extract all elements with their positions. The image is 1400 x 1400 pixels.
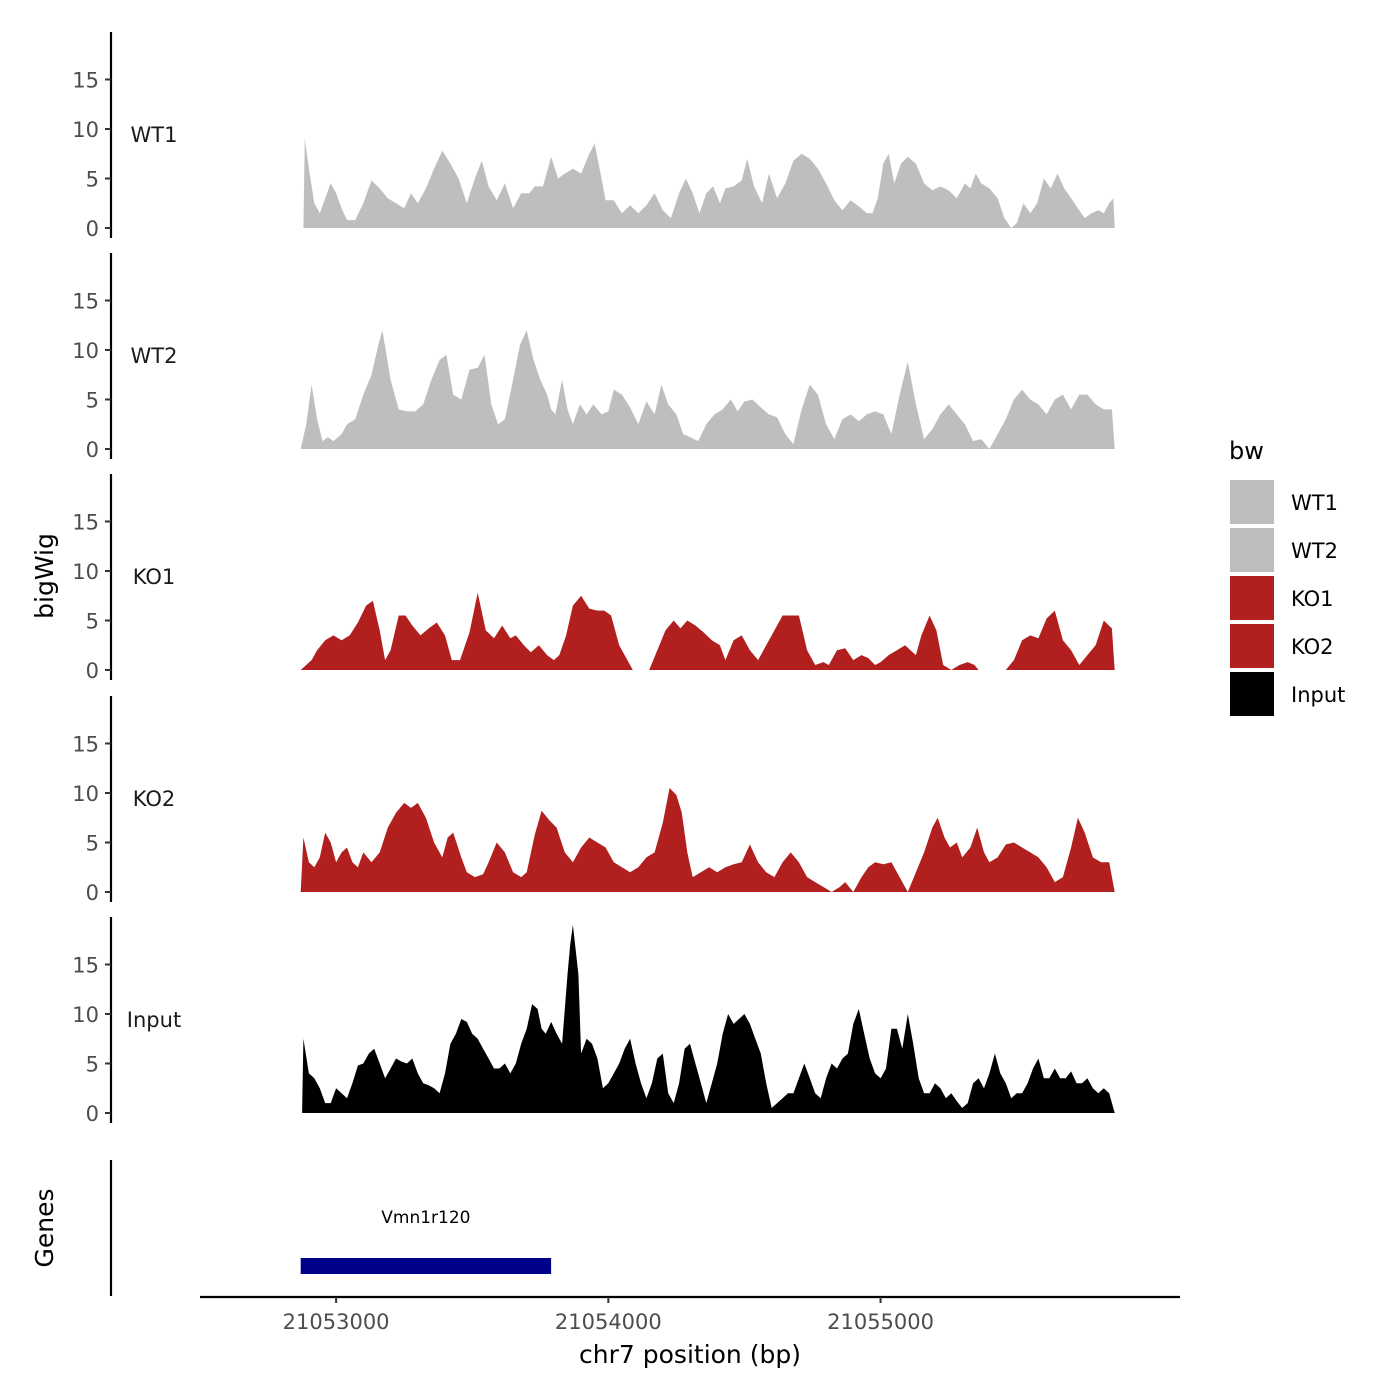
y-tick-label: 15 — [72, 954, 99, 978]
y-tick-label: 15 — [72, 290, 99, 314]
y-tick-label: 15 — [72, 511, 99, 535]
y-tick-label: 10 — [72, 1003, 99, 1027]
y-tick-label: 0 — [86, 1102, 99, 1126]
area-input — [302, 924, 1115, 1113]
genes-panel: Vmn1r120 — [109, 1160, 552, 1296]
y-tick-label: 15 — [72, 69, 99, 93]
legend-swatch-ko2 — [1230, 624, 1274, 668]
legend-swatch-wt1 — [1230, 480, 1274, 524]
legend: bw WT1 WT2 KO1 KO2 Input — [1229, 437, 1345, 716]
genes-axis-title: Genes — [30, 1188, 59, 1267]
track-panels: 0 5 10 15 WT1 0 5 10 15 WT2 0 5 10 15 KO1 0 5 10 15 KO2 0 5 10… — [72, 32, 1115, 1126]
legend-swatch-wt2 — [1230, 528, 1274, 572]
track-label-wt1: WT1 — [131, 123, 178, 147]
legend-label-ko2: KO2 — [1291, 635, 1334, 659]
y-tick-label: 5 — [86, 389, 99, 413]
y-tick-label: 5 — [86, 832, 99, 856]
y-tick-label: 15 — [72, 733, 99, 757]
y-tick-label: 0 — [86, 659, 99, 683]
legend-swatch-input — [1230, 672, 1274, 716]
legend-title: bw — [1229, 437, 1264, 465]
gene-bar — [300, 1258, 552, 1274]
y-tick-label: 0 — [86, 217, 99, 241]
area-ko2 — [300, 788, 1115, 892]
x-axis-title: chr7 position (bp) — [579, 1340, 801, 1369]
legend-label-wt2: WT2 — [1291, 539, 1338, 563]
y-tick-label: 10 — [72, 339, 99, 363]
area-ko1 — [300, 592, 1115, 670]
track-panel-ko2: 0 5 10 15 KO2 — [72, 696, 1115, 905]
legend-label-ko1: KO1 — [1291, 587, 1334, 611]
track-label-ko2: KO2 — [133, 787, 176, 811]
y-axis-title: bigWig — [30, 533, 59, 619]
track-panel-wt2: 0 5 10 15 WT2 — [72, 253, 1115, 462]
track-panel-wt1: 0 5 10 15 WT1 — [72, 32, 1115, 241]
y-tick-label: 10 — [72, 118, 99, 142]
y-tick-label: 10 — [72, 782, 99, 806]
x-tick-label: 21054000 — [555, 1310, 662, 1334]
area-wt2 — [300, 330, 1115, 449]
y-tick-label: 5 — [86, 168, 99, 192]
x-tick-label: 21053000 — [283, 1310, 390, 1334]
legend-label-wt1: WT1 — [1291, 491, 1338, 515]
x-axis: 21053000 21054000 21055000 — [200, 1295, 1180, 1334]
y-tick-label: 0 — [86, 881, 99, 905]
y-tick-label: 5 — [86, 610, 99, 634]
track-panel-ko1: 0 5 10 15 KO1 — [72, 474, 1115, 683]
gene-label: Vmn1r120 — [381, 1208, 470, 1228]
track-panel-input: 0 5 10 15 Input — [72, 917, 1115, 1126]
track-label-input: Input — [127, 1008, 181, 1032]
y-tick-label: 5 — [86, 1053, 99, 1077]
track-label-ko1: KO1 — [133, 565, 176, 589]
track-label-wt2: WT2 — [131, 344, 178, 368]
legend-label-input: Input — [1291, 683, 1345, 707]
y-tick-label: 10 — [72, 560, 99, 584]
legend-swatch-ko1 — [1230, 576, 1274, 620]
area-wt1 — [303, 138, 1115, 228]
x-tick-label: 21055000 — [827, 1310, 934, 1334]
y-tick-label: 0 — [86, 438, 99, 462]
